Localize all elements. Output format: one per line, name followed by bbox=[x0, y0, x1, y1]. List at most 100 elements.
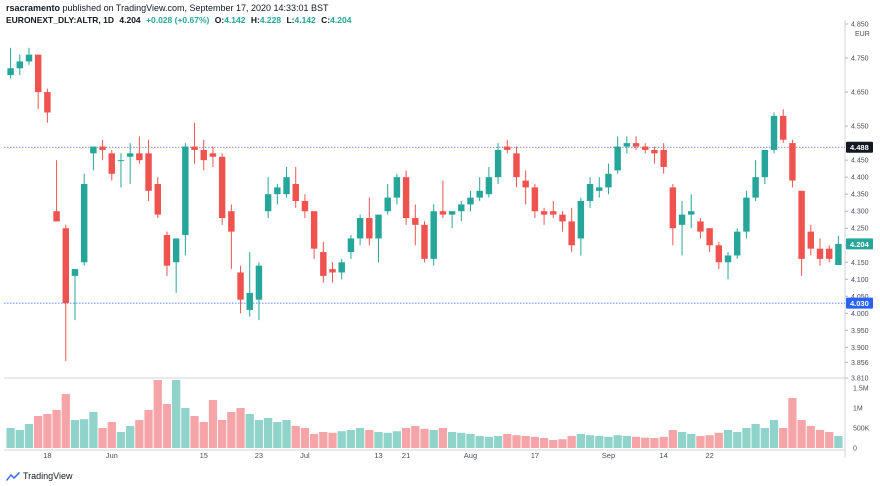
volume-bar[interactable] bbox=[355, 428, 365, 448]
candle-body[interactable] bbox=[825, 248, 833, 259]
volume-bar[interactable] bbox=[291, 426, 300, 448]
volume-bar[interactable] bbox=[411, 426, 420, 448]
volume-bar[interactable] bbox=[751, 424, 760, 448]
candle-body[interactable] bbox=[660, 149, 667, 167]
candle-body[interactable] bbox=[458, 204, 465, 212]
volume-bar[interactable] bbox=[466, 434, 475, 448]
candle-body[interactable] bbox=[191, 146, 198, 150]
volume-bar[interactable] bbox=[429, 430, 438, 448]
volume-bar[interactable] bbox=[126, 426, 135, 448]
candle-body[interactable] bbox=[770, 115, 778, 150]
volume-bar[interactable] bbox=[457, 432, 466, 448]
volume-bar[interactable] bbox=[834, 436, 843, 448]
candle-body[interactable] bbox=[237, 272, 244, 300]
candle-body[interactable] bbox=[494, 149, 502, 178]
candle-body[interactable] bbox=[816, 248, 824, 259]
volume-bar[interactable] bbox=[493, 436, 503, 448]
candle-body[interactable] bbox=[136, 153, 143, 161]
candle-body[interactable] bbox=[586, 183, 594, 201]
volume-bar[interactable] bbox=[613, 435, 622, 448]
volume-bar[interactable] bbox=[788, 398, 797, 448]
volume-bar[interactable] bbox=[723, 430, 733, 448]
candle-body[interactable] bbox=[734, 231, 741, 256]
volume-bar[interactable] bbox=[806, 426, 815, 448]
volume-bar[interactable] bbox=[714, 432, 723, 448]
volume-bar[interactable] bbox=[144, 410, 153, 448]
candle-body[interactable] bbox=[540, 211, 548, 215]
candle-body[interactable] bbox=[71, 269, 79, 276]
candle-body[interactable] bbox=[706, 228, 713, 246]
volume-bar[interactable] bbox=[135, 420, 144, 448]
volume-bar[interactable] bbox=[365, 430, 374, 448]
candle-body[interactable] bbox=[218, 156, 226, 219]
candle-body[interactable] bbox=[292, 183, 299, 201]
candle-body[interactable] bbox=[154, 183, 161, 215]
volume-bar[interactable] bbox=[61, 394, 70, 448]
volume-bar[interactable] bbox=[447, 432, 457, 448]
candle-body[interactable] bbox=[743, 197, 750, 232]
candle-body[interactable] bbox=[25, 54, 33, 62]
volume-bar[interactable] bbox=[190, 416, 199, 448]
volume-bar[interactable] bbox=[797, 420, 806, 448]
volume-bar[interactable] bbox=[392, 431, 402, 448]
volume-bar[interactable] bbox=[273, 422, 282, 448]
candle-body[interactable] bbox=[34, 54, 42, 93]
candle-body[interactable] bbox=[669, 187, 677, 229]
candle-body[interactable] bbox=[430, 211, 437, 259]
candle-body[interactable] bbox=[246, 292, 253, 310]
publisher-name[interactable]: rsacramento bbox=[6, 3, 61, 13]
volume-bar[interactable] bbox=[484, 436, 494, 448]
volume-bar[interactable] bbox=[401, 428, 411, 448]
candle-body[interactable] bbox=[366, 218, 373, 239]
candle-body[interactable] bbox=[182, 146, 189, 236]
candle-body[interactable] bbox=[163, 235, 171, 266]
volume-bar[interactable] bbox=[328, 432, 337, 448]
candle-body[interactable] bbox=[264, 194, 272, 212]
candle-body[interactable] bbox=[439, 211, 447, 215]
candle-body[interactable] bbox=[504, 146, 511, 150]
volume-bar[interactable] bbox=[98, 428, 107, 448]
volume-bar[interactable] bbox=[530, 436, 540, 448]
candle-body[interactable] bbox=[678, 214, 686, 225]
volume-bar[interactable] bbox=[825, 432, 834, 448]
volume-bar[interactable] bbox=[576, 434, 586, 448]
candle-body[interactable] bbox=[642, 146, 649, 150]
volume-bar[interactable] bbox=[172, 380, 181, 448]
volume-bar[interactable] bbox=[438, 428, 448, 448]
candle-body[interactable] bbox=[90, 146, 97, 154]
volume-bar[interactable] bbox=[815, 430, 825, 448]
candle-body[interactable] bbox=[835, 243, 842, 265]
candle-body[interactable] bbox=[605, 173, 612, 188]
volume-bar[interactable] bbox=[420, 428, 429, 448]
volume-bar[interactable] bbox=[6, 428, 15, 448]
volume-bar[interactable] bbox=[208, 400, 218, 448]
volume-bar[interactable] bbox=[116, 432, 126, 448]
candle-body[interactable] bbox=[779, 115, 787, 140]
volume-bar[interactable] bbox=[383, 432, 392, 448]
candle-body[interactable] bbox=[283, 177, 290, 195]
candle-body[interactable] bbox=[16, 61, 24, 69]
candle-body[interactable] bbox=[632, 143, 640, 147]
candle-body[interactable] bbox=[62, 228, 70, 304]
volume-bar[interactable] bbox=[733, 432, 742, 448]
volume-bar[interactable] bbox=[34, 416, 43, 448]
volume-bar[interactable] bbox=[153, 380, 162, 448]
candle-body[interactable] bbox=[724, 255, 732, 263]
candle-body[interactable] bbox=[375, 214, 382, 239]
volume-bar[interactable] bbox=[595, 436, 604, 448]
volume-bar[interactable] bbox=[43, 414, 52, 448]
volume-bar[interactable] bbox=[263, 418, 273, 448]
volume-bar[interactable] bbox=[779, 428, 788, 448]
candle-body[interactable] bbox=[651, 149, 658, 154]
candle-body[interactable] bbox=[798, 190, 805, 259]
volume-bar[interactable] bbox=[80, 419, 89, 448]
volume-bar[interactable] bbox=[475, 436, 484, 448]
candle-body[interactable] bbox=[688, 211, 695, 215]
candle-body[interactable] bbox=[53, 211, 60, 222]
candle-body[interactable] bbox=[789, 143, 796, 181]
volume-bar[interactable] bbox=[319, 432, 328, 448]
volume-bar[interactable] bbox=[24, 424, 34, 448]
candle-body[interactable] bbox=[145, 153, 152, 191]
candle-body[interactable] bbox=[338, 262, 345, 273]
volume-bar[interactable] bbox=[300, 428, 310, 448]
